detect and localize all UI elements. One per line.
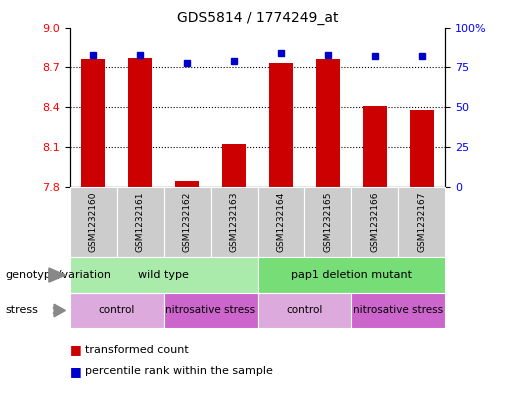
- Bar: [269, 63, 293, 187]
- Bar: [128, 58, 152, 187]
- Text: wild type: wild type: [138, 270, 189, 280]
- Text: control: control: [286, 305, 323, 316]
- Text: GSM1232164: GSM1232164: [277, 192, 285, 252]
- Text: GSM1232166: GSM1232166: [370, 192, 380, 252]
- Text: nitrosative stress: nitrosative stress: [165, 305, 255, 316]
- Text: genotype/variation: genotype/variation: [5, 270, 111, 280]
- Text: transformed count: transformed count: [85, 345, 188, 355]
- Text: percentile rank within the sample: percentile rank within the sample: [85, 366, 273, 376]
- Bar: [410, 110, 434, 187]
- Bar: [175, 181, 199, 187]
- Text: nitrosative stress: nitrosative stress: [353, 305, 443, 316]
- Title: GDS5814 / 1774249_at: GDS5814 / 1774249_at: [177, 11, 338, 25]
- Bar: [316, 59, 340, 187]
- Text: GSM1232161: GSM1232161: [135, 192, 145, 252]
- Text: ■: ■: [70, 365, 81, 378]
- Text: GSM1232160: GSM1232160: [89, 192, 97, 252]
- Text: GSM1232165: GSM1232165: [323, 192, 333, 252]
- Bar: [222, 144, 246, 187]
- Text: pap1 deletion mutant: pap1 deletion mutant: [291, 270, 412, 280]
- Bar: [363, 106, 387, 187]
- Text: GSM1232163: GSM1232163: [230, 192, 238, 252]
- Text: GSM1232167: GSM1232167: [418, 192, 426, 252]
- Text: ■: ■: [70, 343, 81, 356]
- Bar: [81, 59, 105, 187]
- Text: GSM1232162: GSM1232162: [182, 192, 192, 252]
- Text: control: control: [98, 305, 135, 316]
- Text: stress: stress: [5, 305, 38, 316]
